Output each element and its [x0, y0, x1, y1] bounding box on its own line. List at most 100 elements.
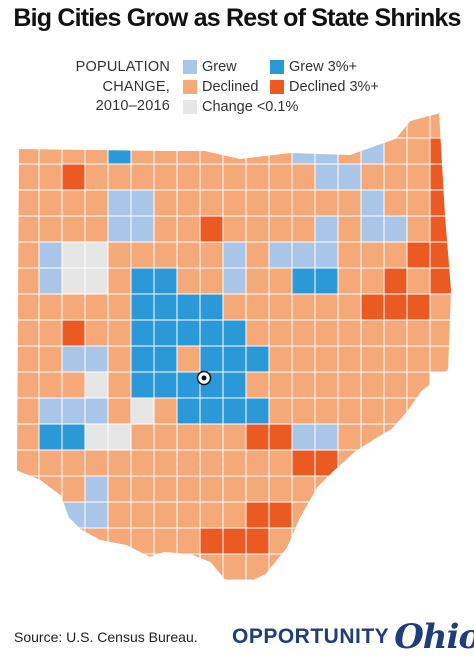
county-17-15	[360, 553, 385, 581]
county-8-10	[245, 319, 270, 347]
county-14-10	[245, 475, 270, 503]
county-7-1	[38, 293, 63, 321]
county-10-14	[337, 371, 362, 399]
county-6-1	[38, 267, 63, 295]
county-0-12	[291, 112, 316, 139]
county-3-9	[222, 189, 247, 217]
county-11-14	[337, 397, 362, 425]
county-2-10	[245, 163, 270, 191]
county-9-10	[245, 345, 270, 373]
county-9-2	[61, 345, 86, 373]
county-3-11	[268, 189, 293, 217]
county-16-4	[107, 527, 132, 555]
county-12-17	[406, 423, 431, 451]
county-8-7	[176, 319, 201, 347]
legend-swatch-grew	[183, 59, 197, 74]
county-3-13	[314, 189, 339, 217]
county-14-16	[383, 475, 408, 503]
county-7-11	[268, 293, 293, 321]
county-16-16	[383, 527, 408, 555]
county-9-18	[429, 345, 452, 373]
county-17-1	[38, 553, 63, 581]
county-4-16	[383, 215, 408, 243]
county-2-16	[383, 163, 408, 191]
county-6-0	[16, 267, 40, 295]
county-4-6	[153, 215, 178, 243]
county-9-15	[360, 345, 385, 373]
county-11-4	[107, 397, 132, 425]
county-11-5	[130, 397, 155, 425]
county-11-16	[383, 397, 408, 425]
county-14-2	[61, 475, 86, 503]
county-1-9	[222, 137, 247, 165]
county-9-16	[383, 345, 408, 373]
county-8-15	[360, 319, 385, 347]
county-10-10	[245, 371, 270, 399]
county-16-17	[406, 527, 431, 555]
county-5-3	[84, 241, 109, 269]
county-0-7	[176, 112, 201, 139]
county-6-6	[153, 267, 178, 295]
county-12-7	[176, 423, 201, 451]
county-14-5	[130, 475, 155, 503]
county-10-9	[222, 371, 247, 399]
county-6-8	[199, 267, 224, 295]
county-5-12	[291, 241, 316, 269]
county-8-13	[314, 319, 339, 347]
county-10-3	[84, 371, 109, 399]
county-4-5	[130, 215, 155, 243]
county-11-8	[199, 397, 224, 425]
county-15-8	[199, 501, 224, 529]
county-17-16	[383, 553, 408, 581]
county-3-15	[360, 189, 385, 217]
county-8-1	[38, 319, 63, 347]
county-12-12	[291, 423, 316, 451]
county-4-12	[291, 215, 316, 243]
source-note: Source: U.S. Census Bureau.	[14, 629, 198, 645]
county-17-14	[337, 553, 362, 581]
county-11-17	[406, 397, 431, 425]
county-11-6	[153, 397, 178, 425]
county-2-11	[268, 163, 293, 191]
county-10-15	[360, 371, 385, 399]
county-6-13	[314, 267, 339, 295]
county-16-1	[38, 527, 63, 555]
county-17-13	[314, 553, 339, 581]
county-5-8	[199, 241, 224, 269]
county-6-14	[337, 267, 362, 295]
county-14-7	[176, 475, 201, 503]
county-8-16	[383, 319, 408, 347]
county-16-9	[222, 527, 247, 555]
legend-item-change-less-than-0-1: Change <0.1%	[183, 97, 298, 116]
county-3-18	[429, 189, 452, 217]
county-4-0	[16, 215, 40, 243]
county-3-14	[337, 189, 362, 217]
county-4-2	[61, 215, 86, 243]
county-5-10	[245, 241, 270, 269]
county-17-0	[16, 553, 40, 581]
county-1-10	[245, 137, 270, 165]
county-13-16	[383, 449, 408, 477]
county-17-3	[84, 553, 109, 581]
county-3-1	[38, 189, 63, 217]
county-6-3	[84, 267, 109, 295]
county-17-4	[107, 553, 132, 581]
county-9-7	[176, 345, 201, 373]
county-5-17	[406, 241, 431, 269]
county-2-7	[176, 163, 201, 191]
county-0-13	[314, 112, 339, 139]
county-15-9	[222, 501, 247, 529]
county-11-0	[16, 397, 40, 425]
county-1-5	[130, 137, 155, 165]
county-0-15	[360, 112, 385, 139]
county-13-4	[107, 449, 132, 477]
county-3-2	[61, 189, 86, 217]
county-8-11	[268, 319, 293, 347]
legend-label-declined-3-plus: Declined 3%+	[289, 78, 379, 95]
county-11-12	[291, 397, 316, 425]
county-2-5	[130, 163, 155, 191]
county-11-7	[176, 397, 201, 425]
county-9-12	[291, 345, 316, 373]
county-7-10	[245, 293, 270, 321]
legend-label-grew: Grew	[202, 58, 237, 75]
